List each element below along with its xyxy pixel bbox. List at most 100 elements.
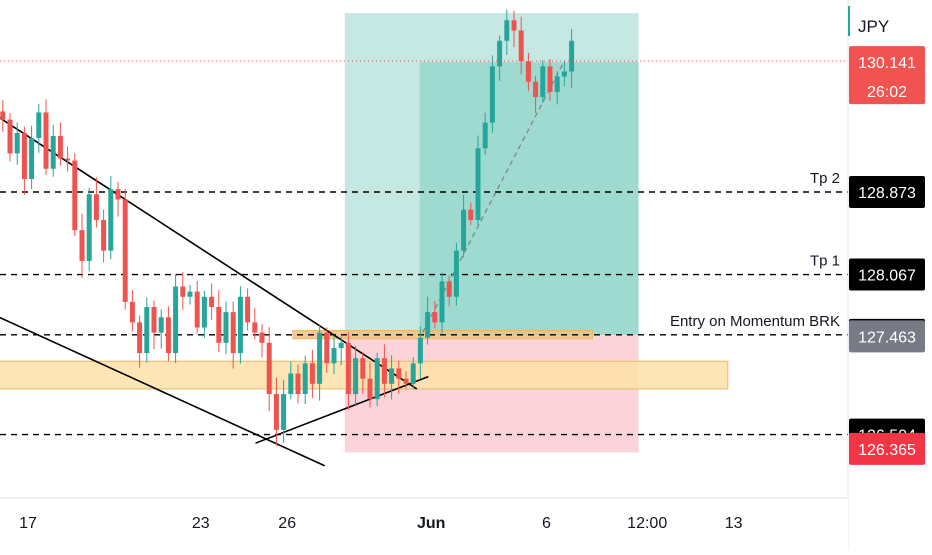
candle-body <box>230 312 236 354</box>
low-price-label: 126.365 <box>858 442 916 459</box>
level-annotation-tp1: Tp 1 <box>810 253 840 270</box>
candle-body <box>374 358 380 400</box>
x-axis-label: Jun <box>417 515 445 532</box>
candle-body <box>0 111 6 120</box>
candle-body <box>410 363 416 384</box>
y-axis-label: 126.000 <box>862 0 916 4</box>
position-loss-zone <box>344 334 639 453</box>
candle-body <box>137 322 143 354</box>
candle-body <box>29 138 35 179</box>
candle-body <box>266 342 272 395</box>
candle-body <box>569 40 575 72</box>
x-axis-label: 17 <box>19 515 37 532</box>
candle-body <box>173 286 179 354</box>
candle-body <box>461 209 467 251</box>
candle-body <box>115 189 121 200</box>
candle-body <box>561 71 567 77</box>
x-axis-label: 23 <box>192 515 210 532</box>
candle-body <box>432 312 438 323</box>
candle-body <box>57 135 63 159</box>
candle-body <box>482 122 488 149</box>
candle-body <box>281 394 287 430</box>
candle-body <box>403 378 409 384</box>
candle-body <box>180 286 186 297</box>
candle-body <box>511 20 517 31</box>
candle-body <box>101 219 107 251</box>
candle-body <box>14 132 20 154</box>
candle-body <box>187 291 193 297</box>
candle-body <box>381 358 387 384</box>
candle-body <box>295 373 301 395</box>
level-tp2-tag <box>849 176 925 208</box>
candle-body <box>504 20 510 41</box>
candle-body <box>201 296 207 328</box>
candle-body <box>223 312 229 343</box>
candle-body <box>36 112 42 139</box>
level-tp1-tag <box>849 258 925 291</box>
candle-body <box>547 66 553 92</box>
candle-body <box>165 317 171 354</box>
candle-body <box>439 281 445 323</box>
candle-body <box>65 158 71 161</box>
level-annotation-tp2: Tp 2 <box>810 170 840 187</box>
candle-body <box>302 363 308 395</box>
candle-body <box>446 281 452 297</box>
candle-body <box>324 332 330 364</box>
time-axis[interactable] <box>0 498 848 550</box>
candle-body <box>86 194 92 261</box>
x-axis-label: 13 <box>725 515 743 532</box>
candle-body <box>425 312 431 338</box>
candle-body <box>237 296 243 354</box>
level-tp1-label: 128.067 <box>858 268 916 285</box>
low-price-tag <box>849 432 925 465</box>
candle-body <box>317 332 323 384</box>
mid-price-tag <box>849 320 925 353</box>
y-axis-label: 127.000 <box>862 0 916 4</box>
candle-body <box>338 342 344 348</box>
candle-body <box>93 194 99 220</box>
candle-body <box>273 394 279 430</box>
current-price-label: 130.141 <box>858 55 916 72</box>
candle-body <box>345 342 351 395</box>
candle-body <box>79 230 85 261</box>
candle-body <box>331 347 337 364</box>
candle-body <box>259 332 265 343</box>
candle-body <box>453 250 459 297</box>
candle-body <box>533 81 539 98</box>
candle-body <box>475 148 481 220</box>
candle-body <box>389 368 395 384</box>
candle-body <box>72 160 78 231</box>
candle-body <box>288 373 294 395</box>
candle-body <box>367 378 373 400</box>
candle-body <box>417 337 423 364</box>
candle-body <box>540 66 546 98</box>
candle-body <box>129 301 135 323</box>
candle-body <box>468 209 474 220</box>
candle-body <box>144 306 150 354</box>
candle-body <box>489 66 495 123</box>
candle-body <box>122 199 128 302</box>
x-axis-label: 26 <box>278 515 296 532</box>
projection-line <box>421 61 565 333</box>
x-axis-label: 12:00 <box>627 515 667 532</box>
candle-body <box>194 291 200 328</box>
candle-body <box>525 61 531 82</box>
rising-support-line <box>255 375 429 444</box>
countdown-label: 26:02 <box>867 84 907 101</box>
x-axis-label: 6 <box>542 515 551 532</box>
candle-body <box>353 358 359 395</box>
candle-body <box>209 296 215 307</box>
y-axis-label: 128.500 <box>862 0 916 4</box>
candle-body <box>151 306 157 333</box>
candle-body <box>518 30 524 62</box>
level-annotation-entry: Entry on Momentum BRK <box>670 313 840 330</box>
candle-body <box>309 363 315 384</box>
level-tp2-label: 128.873 <box>858 185 916 202</box>
lower-trendline <box>0 316 325 467</box>
candle-body <box>497 40 503 67</box>
candle-body <box>21 132 27 179</box>
candle-body <box>43 112 49 169</box>
candle-body <box>252 322 258 333</box>
